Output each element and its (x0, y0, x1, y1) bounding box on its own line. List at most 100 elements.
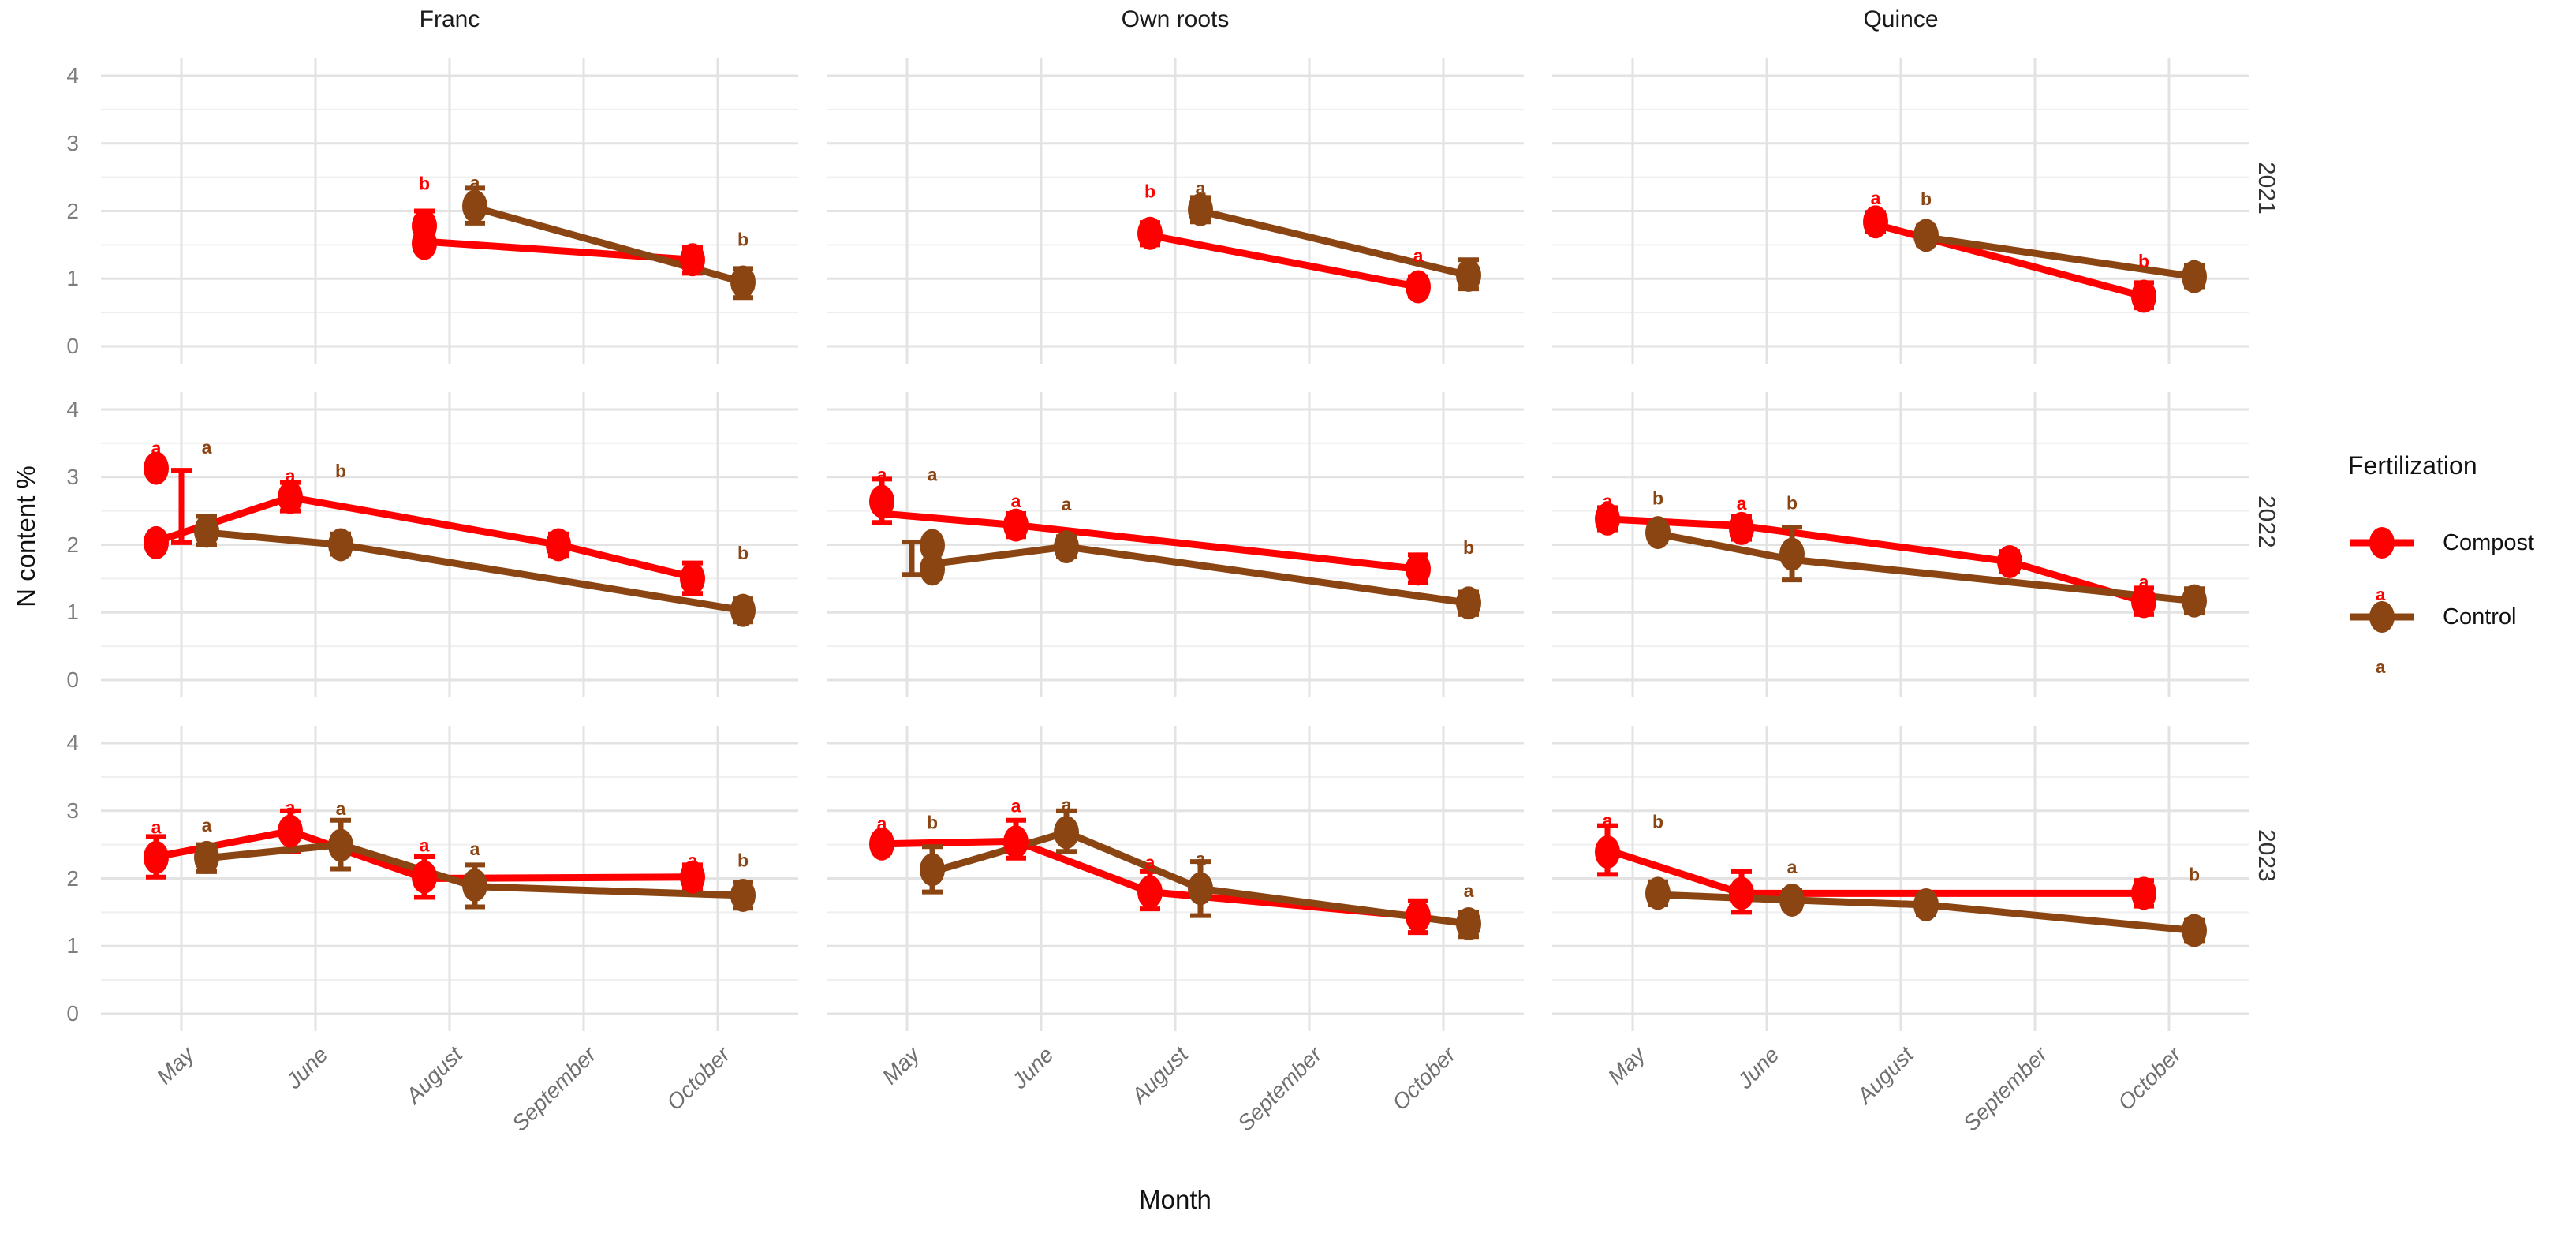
data-point-control (194, 840, 219, 874)
data-point-compost (869, 484, 894, 518)
data-point-compost (1863, 205, 1888, 239)
x-tick-label-quince-may: May (1603, 1042, 1650, 1089)
sig-letter-control: a (1464, 880, 1474, 901)
sig-letter-control: b (2189, 864, 2200, 884)
x-tick-label-quince-june: June (1733, 1042, 1784, 1093)
series-line-control (1925, 234, 2195, 281)
sig-letter-control: a (928, 464, 938, 484)
data-point-control (328, 528, 353, 562)
legend-label-compost: Compost (2443, 530, 2535, 555)
facet-title-own-roots: Own roots (1121, 6, 1230, 32)
data-point-compost (680, 860, 705, 894)
series-line-compost (1149, 231, 1419, 290)
data-point-control (730, 593, 756, 627)
series-line-control (1199, 207, 1470, 279)
sig-letter-compost: a (151, 817, 162, 837)
y-tick-label-2023-0: 0 (66, 1001, 79, 1026)
sig-letter-compost: a (1871, 188, 1881, 208)
y-tick-label-2021-2: 2 (66, 198, 79, 223)
data-point-control (1645, 876, 1671, 910)
y-tick-label-2021-0: 0 (66, 334, 79, 358)
y-tick-label-2021-1: 1 (66, 266, 79, 291)
data-point-control (2182, 914, 2207, 947)
data-point-compost (1137, 875, 1163, 909)
sig-letter-control: b (335, 461, 346, 481)
facet-panel-own-roots-2022: a a a a b (827, 392, 1524, 697)
data-point-compost (412, 860, 437, 894)
y-tick-label-2023-2: 2 (66, 865, 79, 891)
data-point-control (1456, 586, 1481, 620)
data-point-compost (869, 827, 894, 861)
sig-letter-control: a (470, 172, 480, 192)
sig-letter-control: a (1196, 849, 1206, 869)
facet-strip-2021: 2021 (2253, 162, 2279, 215)
facet-panel-own-roots-2023: a a a b a a a (827, 726, 1524, 1031)
data-point-control (1188, 872, 1213, 906)
data-point-compost (1595, 835, 1620, 869)
data-point-compost (412, 226, 437, 260)
facet-panel-quince-2021: a b b (1552, 58, 2249, 364)
sig-letter-compost: a (877, 464, 887, 484)
sig-letter-compost: a (1011, 491, 1021, 511)
x-tick-label-own-roots-june: June (1007, 1042, 1058, 1093)
facet-strip-2023: 2023 (2253, 829, 2279, 882)
x-tick-label-franc-september: September (507, 1042, 601, 1136)
y-tick-label-2022-4: 4 (66, 397, 79, 421)
sig-letter-control: b (1921, 189, 1932, 209)
y-tick-label-2023-4: 4 (66, 731, 79, 755)
sig-letter-control: b (927, 812, 938, 832)
legend-sig-letter-control: a (2376, 657, 2386, 677)
series-line-control (206, 841, 744, 899)
facet-panel-franc-2023: a a a a a a a b (101, 726, 798, 1031)
data-point-control (462, 189, 487, 223)
data-point-compost (144, 840, 169, 874)
data-point-compost (144, 525, 169, 559)
data-point-compost (278, 480, 303, 514)
sig-letter-compost: a (420, 835, 430, 855)
series-line-compost (155, 493, 694, 581)
sig-letter-compost: a (151, 438, 162, 458)
sig-letter-compost: a (286, 797, 296, 817)
data-point-control (1779, 537, 1805, 571)
facet-panel-own-roots-2021: b a a (827, 58, 1524, 364)
data-point-compost (1003, 825, 1029, 859)
sig-letter-control: b (1652, 811, 1663, 832)
x-tick-label-franc-june: June (282, 1042, 333, 1093)
legend-title: Fertilization (2348, 451, 2477, 480)
sig-letter-compost: a (2139, 572, 2149, 592)
data-point-compost (1729, 511, 1754, 545)
data-point-control (1913, 888, 1939, 921)
data-point-compost (278, 814, 303, 848)
sig-letter-control: a (1787, 857, 1798, 877)
sig-letter-compost: a (877, 813, 887, 834)
sig-letter-control: b (1463, 537, 1474, 558)
data-point-control (1913, 219, 1939, 252)
sig-letter-control: a (202, 437, 212, 458)
sig-letter-control: b (1786, 492, 1798, 513)
x-tick-label-own-roots-august: August (1126, 1042, 1193, 1108)
data-point-compost (1729, 876, 1754, 910)
sig-letter-compost: b (419, 173, 430, 193)
data-point-compost (2131, 279, 2156, 313)
legend-key-point-control (2369, 601, 2395, 633)
x-tick-label-quince-october: October (2113, 1042, 2186, 1116)
sig-letter-control: a (202, 815, 212, 835)
data-point-compost (2131, 585, 2156, 618)
legend-key-point-compost (2369, 527, 2395, 559)
series-line-control (931, 828, 1469, 928)
data-point-compost (680, 243, 705, 277)
x-tick-label-own-roots-october: October (1387, 1042, 1461, 1116)
sig-letter-control: b (1652, 488, 1663, 508)
data-point-control (194, 514, 219, 548)
y-tick-label-2022-0: 0 (66, 667, 79, 692)
sig-letter-control: b (737, 230, 749, 250)
x-axis-title: Month (1139, 1185, 1211, 1214)
x-tick-label-own-roots-may: May (877, 1042, 924, 1089)
legend-sig-letter-compost: a (2376, 585, 2386, 604)
facet-title-franc: Franc (419, 6, 480, 32)
x-tick-label-quince-september: September (1958, 1042, 2052, 1136)
y-tick-label-2021-4: 4 (66, 63, 79, 88)
y-tick-label-2022-3: 3 (66, 464, 79, 489)
sig-letter-compost: a (1603, 810, 1613, 831)
